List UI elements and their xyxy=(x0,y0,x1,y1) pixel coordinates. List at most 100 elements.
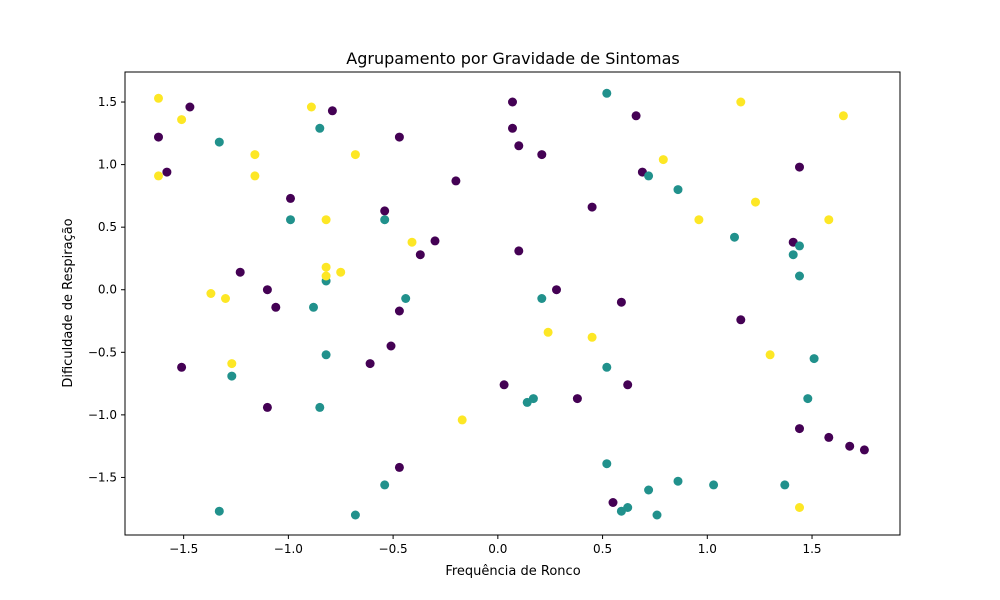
data-point xyxy=(286,193,295,203)
data-point xyxy=(795,241,804,251)
data-point xyxy=(262,402,272,412)
x-tick-label: 0.5 xyxy=(593,542,612,556)
data-point xyxy=(206,289,216,298)
data-point xyxy=(623,503,633,512)
data-point xyxy=(673,185,683,195)
data-point xyxy=(321,262,331,272)
y-tick-label: 0.5 xyxy=(98,220,117,234)
data-point xyxy=(221,294,230,303)
data-point xyxy=(309,302,318,312)
x-axis-label: Frequência de Ronco xyxy=(445,564,580,579)
data-point xyxy=(415,250,425,260)
data-point xyxy=(306,102,316,112)
data-point xyxy=(430,236,440,246)
data-point xyxy=(602,362,612,372)
chart-title: Agrupamento por Gravidade de Sintomas xyxy=(346,49,679,68)
data-point xyxy=(177,115,187,125)
data-point xyxy=(522,397,532,407)
y-tick-label: −0.5 xyxy=(88,345,117,359)
data-point xyxy=(451,176,461,186)
x-tick-label: 1.0 xyxy=(698,542,717,556)
data-point xyxy=(386,341,396,351)
data-point xyxy=(803,394,813,404)
data-point xyxy=(795,271,804,281)
y-tick-label: 1.0 xyxy=(98,158,117,172)
data-point xyxy=(250,150,260,160)
data-point xyxy=(838,111,848,121)
y-tick-label: 0.0 xyxy=(98,283,117,297)
data-point xyxy=(673,476,683,486)
points-layer xyxy=(154,88,869,520)
data-point xyxy=(401,294,411,303)
data-point xyxy=(514,246,524,256)
data-point xyxy=(380,480,390,490)
data-point xyxy=(616,297,626,307)
data-point xyxy=(380,215,390,225)
x-tick-label: −1.0 xyxy=(274,542,303,556)
data-point xyxy=(543,327,553,337)
x-tick-label: 0.0 xyxy=(488,542,507,556)
x-tick-label: −0.5 xyxy=(379,542,408,556)
data-point xyxy=(321,350,331,360)
x-tick-label: 1.5 xyxy=(802,542,821,556)
data-point xyxy=(809,354,819,364)
data-point xyxy=(587,202,597,212)
data-point xyxy=(514,141,524,151)
data-point xyxy=(795,162,804,172)
data-point xyxy=(154,171,163,181)
data-point xyxy=(694,215,704,225)
data-point xyxy=(631,111,641,121)
data-point xyxy=(552,285,561,295)
data-point xyxy=(658,155,668,165)
data-point xyxy=(795,503,804,512)
y-tick-label: 1.5 xyxy=(98,95,117,109)
data-point xyxy=(587,332,597,342)
data-point xyxy=(394,132,404,142)
data-point xyxy=(572,394,582,404)
data-point xyxy=(227,359,237,369)
data-point xyxy=(365,359,375,369)
data-point xyxy=(286,215,295,225)
data-point xyxy=(508,97,517,107)
data-point xyxy=(736,315,746,325)
data-point xyxy=(227,371,237,381)
data-point xyxy=(709,480,719,490)
data-point xyxy=(177,362,187,372)
data-point xyxy=(652,510,662,520)
data-point xyxy=(321,271,331,281)
y-tick-label: −1.0 xyxy=(88,408,117,422)
data-point xyxy=(457,415,467,425)
y-tick-label: −1.5 xyxy=(88,470,117,484)
data-point xyxy=(350,510,360,520)
data-point xyxy=(394,306,404,316)
data-point xyxy=(350,150,360,160)
data-point xyxy=(824,432,834,442)
data-point xyxy=(321,215,331,225)
data-point xyxy=(154,132,163,142)
data-point xyxy=(154,93,163,103)
data-point xyxy=(859,445,869,455)
data-point xyxy=(271,302,281,312)
data-point xyxy=(262,285,272,295)
data-point xyxy=(608,498,618,507)
data-point xyxy=(394,462,404,472)
data-point xyxy=(327,106,337,116)
x-tick-label: −1.5 xyxy=(169,542,198,556)
data-point xyxy=(162,167,172,177)
data-point xyxy=(537,294,547,303)
data-point xyxy=(214,137,224,147)
data-point xyxy=(250,171,260,181)
data-point xyxy=(795,424,804,434)
axes-layer: −1.5 −1.0 −0.5 0.0 0.5 1.0 1.5 −1.5 −1.0 −0.5 0.0 0… xyxy=(88,71,901,556)
data-point xyxy=(824,215,834,225)
data-point xyxy=(780,480,790,490)
data-point xyxy=(185,102,195,112)
data-point xyxy=(765,350,775,360)
data-point xyxy=(788,250,798,260)
data-point xyxy=(644,485,654,495)
data-point xyxy=(315,123,325,133)
data-point xyxy=(623,380,633,390)
data-point xyxy=(315,402,325,412)
